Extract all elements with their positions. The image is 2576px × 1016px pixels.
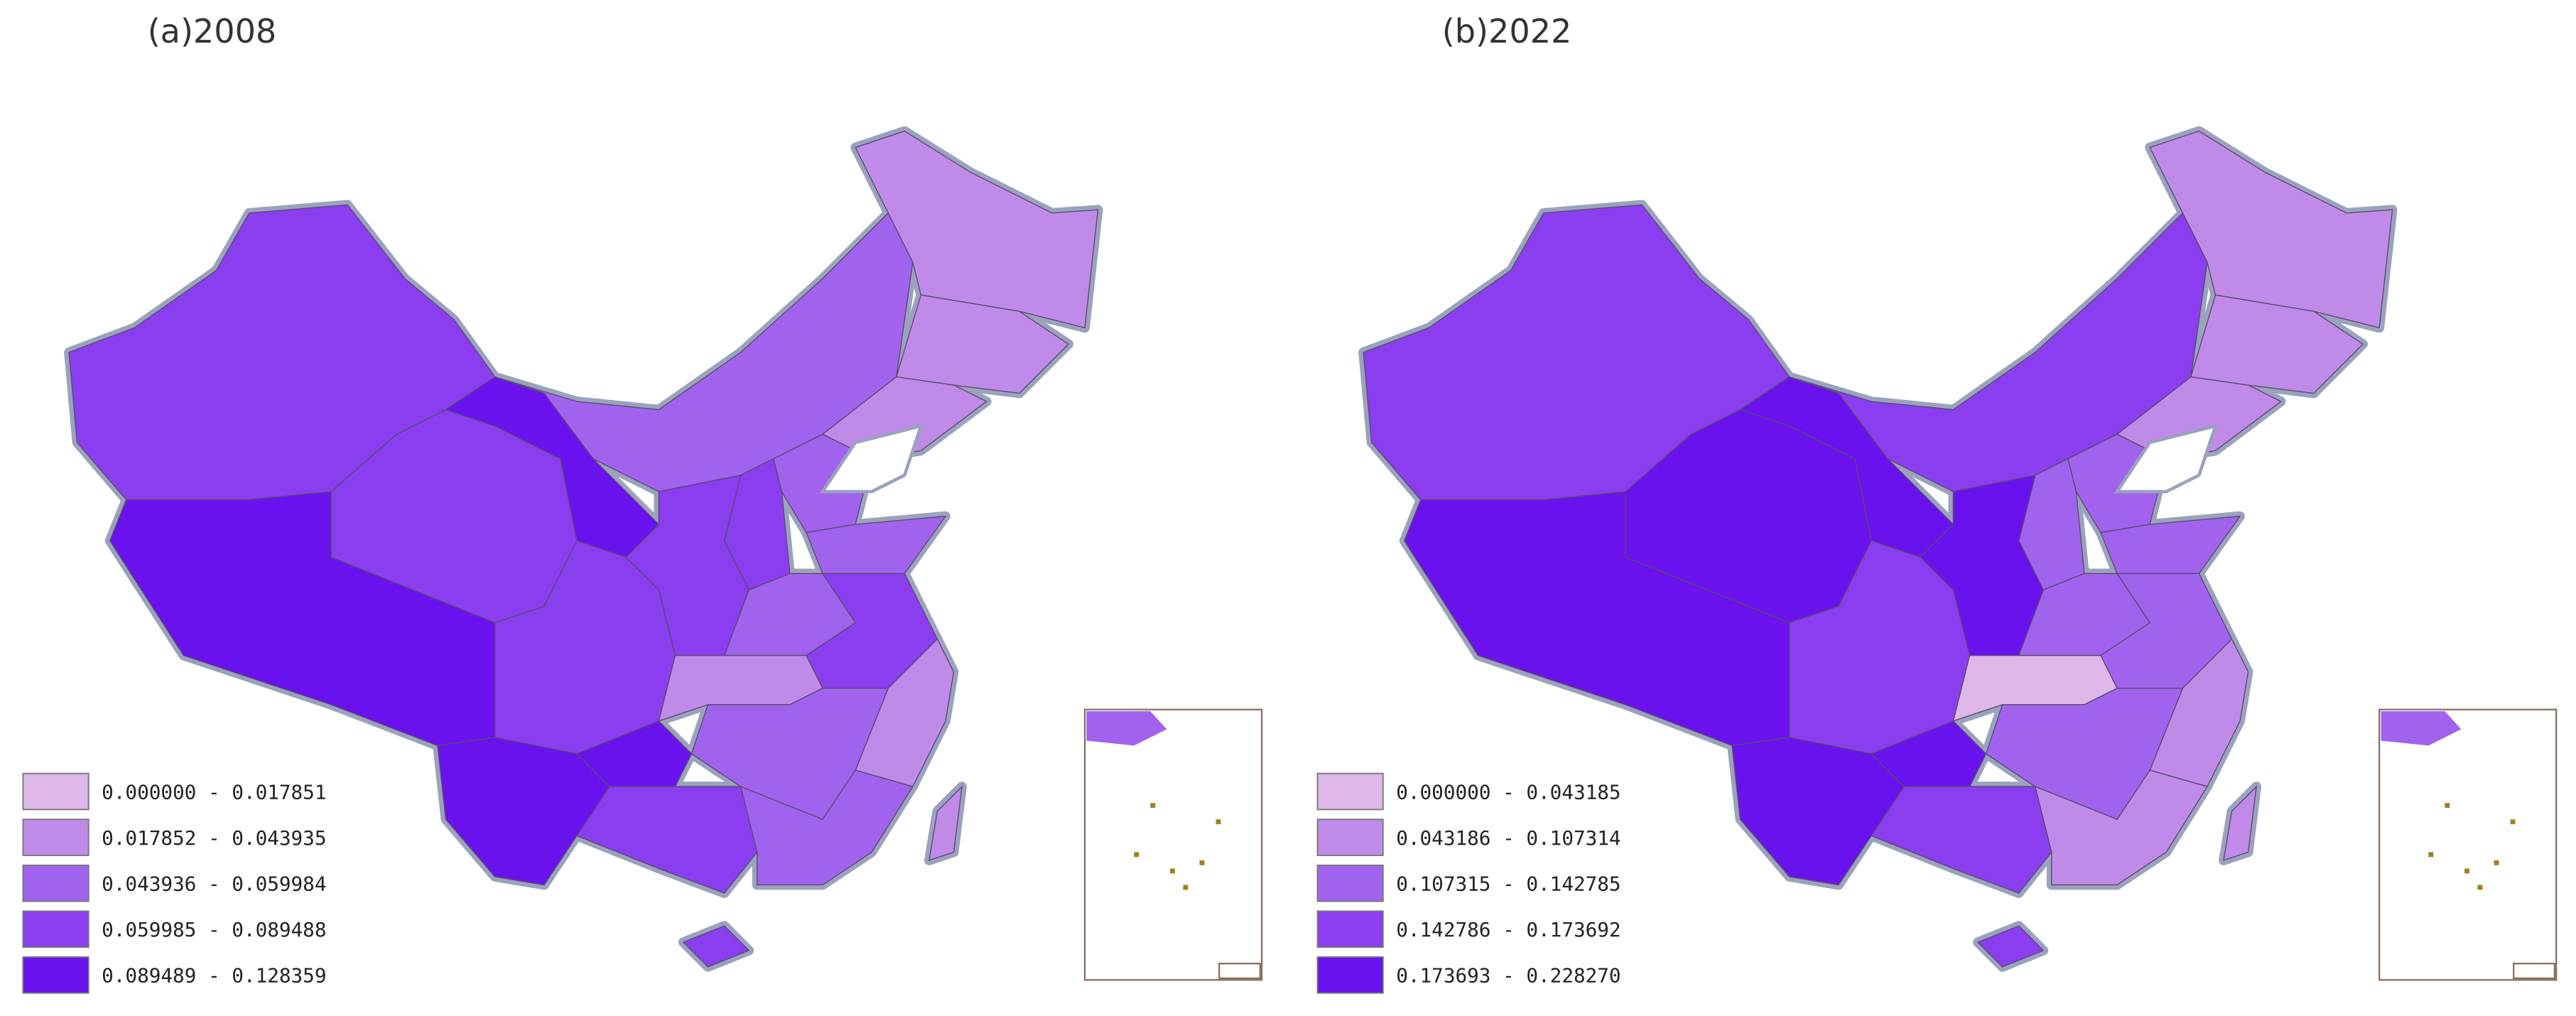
island	[1216, 819, 1221, 825]
inset-corner	[2513, 963, 2556, 980]
inset-land	[1086, 711, 1167, 746]
province	[805, 515, 947, 574]
province	[494, 212, 914, 492]
island	[2477, 885, 2483, 890]
bohai-sea	[819, 423, 924, 494]
province	[2100, 515, 2241, 574]
province	[1789, 212, 2208, 492]
legend-label: 0.017852 - 0.043935	[102, 826, 326, 850]
legend-swatch	[22, 864, 90, 902]
province	[1870, 720, 1987, 787]
island	[2445, 803, 2450, 809]
inset-frame	[2378, 708, 2558, 981]
province	[855, 130, 1099, 329]
legend-label: 0.142786 - 0.173692	[1396, 918, 1620, 941]
province	[682, 925, 750, 968]
province	[575, 720, 693, 787]
legend-swatch	[1316, 772, 1384, 811]
map-panel: (a)2008 0.000000 - 0.017851 0.017852 - 0.0…	[22, 12, 1263, 994]
bohai-sea	[2114, 423, 2218, 494]
inset-frame	[1083, 708, 1263, 981]
panel-title: (a)2008	[148, 12, 277, 50]
legend-swatch	[22, 956, 90, 994]
island	[1134, 852, 1140, 858]
panel-title: (b)2022	[1442, 12, 1572, 50]
province	[1871, 786, 2052, 894]
legend-label: 0.000000 - 0.043185	[1396, 780, 1620, 804]
province	[2149, 130, 2393, 329]
province	[575, 786, 758, 894]
inset-corner	[1218, 963, 1261, 980]
island	[2494, 860, 2499, 865]
inset-land	[2381, 711, 2462, 746]
legend-swatch	[1316, 818, 1384, 856]
legend-swatch	[1316, 864, 1384, 902]
island	[2428, 852, 2434, 858]
island	[1150, 803, 1156, 809]
province	[740, 769, 914, 886]
province	[1976, 925, 2045, 968]
province	[2223, 785, 2258, 861]
island	[2464, 868, 2469, 874]
legend-swatch	[22, 818, 90, 856]
legend-label: 0.059985 - 0.089488	[102, 918, 326, 941]
legend-label: 0.000000 - 0.017851	[102, 780, 326, 804]
legend-swatch	[1316, 956, 1384, 994]
legend-label: 0.089489 - 0.128359	[102, 964, 326, 988]
legend-label: 0.107315 - 0.142785	[1396, 872, 1620, 895]
island	[1183, 885, 1189, 890]
legend-label: 0.043936 - 0.059984	[102, 872, 326, 895]
legend-swatch	[22, 910, 90, 949]
legend-swatch	[1316, 910, 1384, 949]
island	[2510, 819, 2516, 825]
legend-label: 0.173693 - 0.228270	[1396, 964, 1620, 988]
province	[2034, 769, 2208, 886]
legend-label: 0.043186 - 0.107314	[1396, 826, 1620, 850]
map-panel: (b)2022 0.000000 - 0.043185 0.043186 - 0.1…	[1316, 12, 2558, 994]
island	[1199, 860, 1205, 865]
legend-swatch	[22, 772, 90, 811]
island	[1169, 868, 1175, 874]
province	[929, 785, 963, 861]
